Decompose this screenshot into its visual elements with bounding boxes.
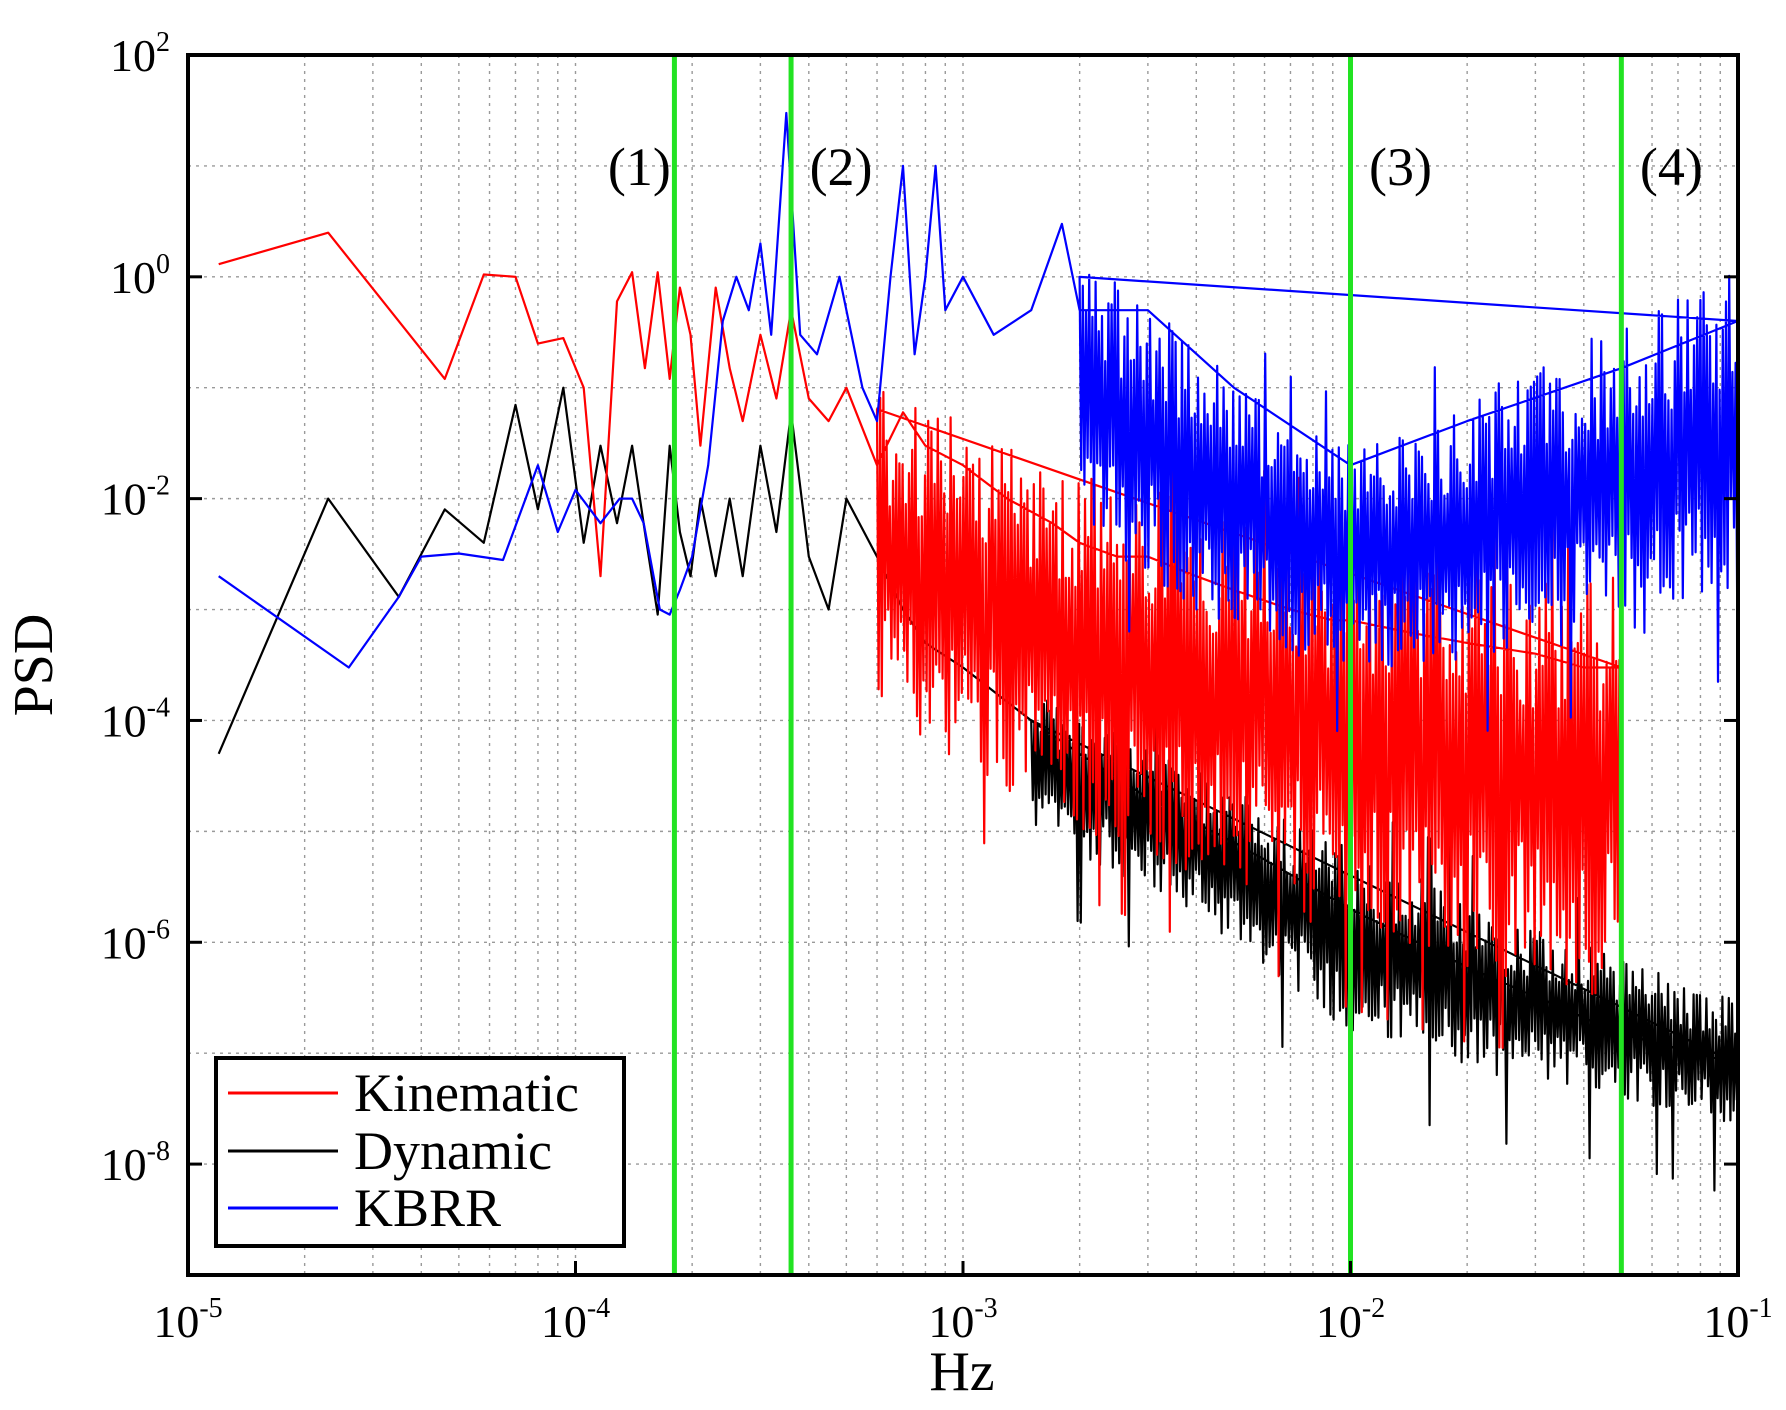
region-label-2: (2)	[810, 137, 873, 197]
x-axis-title: Hz	[929, 1341, 994, 1403]
legend-label-dynamic: Dynamic	[354, 1121, 552, 1181]
x-tick-label: 10-1	[1703, 1293, 1772, 1347]
x-tick-label: 10-3	[928, 1293, 997, 1347]
y-tick-label: 102	[110, 27, 170, 81]
legend-label-kbrr: KBRR	[354, 1178, 501, 1238]
y-tick-label: 10-8	[101, 1136, 170, 1190]
y-tick-label: 10-6	[101, 914, 170, 968]
x-tick-label: 10-2	[1316, 1293, 1385, 1347]
region-lines: (1) (2) (3) (4)	[608, 55, 1703, 1275]
x-tick-label: 10-5	[153, 1293, 222, 1347]
y-tick-label: 10-4	[101, 692, 170, 746]
series-line-kbrr	[218, 111, 1738, 733]
x-tick-label: 10-4	[541, 1293, 610, 1347]
axis-ticks: 10-5 10-4 10-3 10-2 10-1 102 100 10-2 10-4 10-6 10…	[101, 27, 1773, 1347]
series-line-kinematic	[218, 231, 1623, 1049]
region-label-1: (1)	[608, 137, 671, 197]
y-tick-label: 100	[110, 249, 170, 303]
legend: Kinematic Dynamic KBRR	[214, 1056, 626, 1248]
y-tick-label: 10-2	[101, 471, 170, 525]
y-axis-title: PSD	[3, 614, 65, 717]
region-label-4: (4)	[1640, 137, 1703, 197]
legend-label-kinematic: Kinematic	[354, 1063, 579, 1123]
region-label-3: (3)	[1369, 137, 1432, 197]
